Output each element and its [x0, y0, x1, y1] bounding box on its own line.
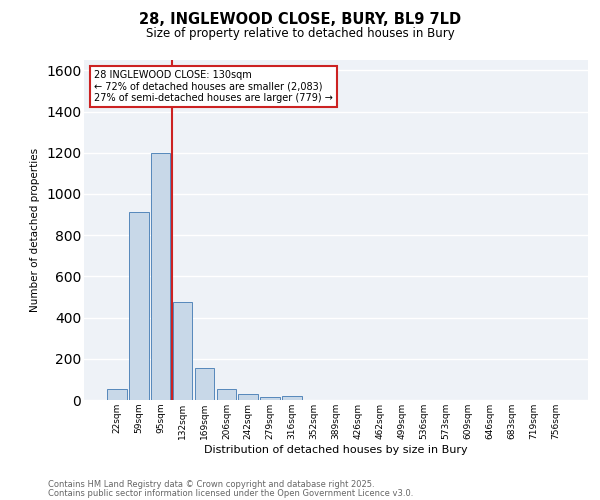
Bar — [129, 212, 149, 400]
Bar — [151, 152, 170, 400]
Bar — [217, 388, 236, 400]
Bar — [107, 388, 127, 400]
Text: 28 INGLEWOOD CLOSE: 130sqm
← 72% of detached houses are smaller (2,083)
27% of s: 28 INGLEWOOD CLOSE: 130sqm ← 72% of deta… — [94, 70, 333, 103]
Text: 28, INGLEWOOD CLOSE, BURY, BL9 7LD: 28, INGLEWOOD CLOSE, BURY, BL9 7LD — [139, 12, 461, 28]
Bar — [194, 368, 214, 400]
Bar — [238, 394, 258, 400]
Bar — [282, 396, 302, 400]
Bar — [173, 302, 193, 400]
Y-axis label: Number of detached properties: Number of detached properties — [31, 148, 40, 312]
Text: Contains HM Land Registry data © Crown copyright and database right 2025.: Contains HM Land Registry data © Crown c… — [48, 480, 374, 489]
Bar — [260, 397, 280, 400]
Text: Size of property relative to detached houses in Bury: Size of property relative to detached ho… — [146, 28, 454, 40]
X-axis label: Distribution of detached houses by size in Bury: Distribution of detached houses by size … — [204, 444, 468, 454]
Text: Contains public sector information licensed under the Open Government Licence v3: Contains public sector information licen… — [48, 488, 413, 498]
